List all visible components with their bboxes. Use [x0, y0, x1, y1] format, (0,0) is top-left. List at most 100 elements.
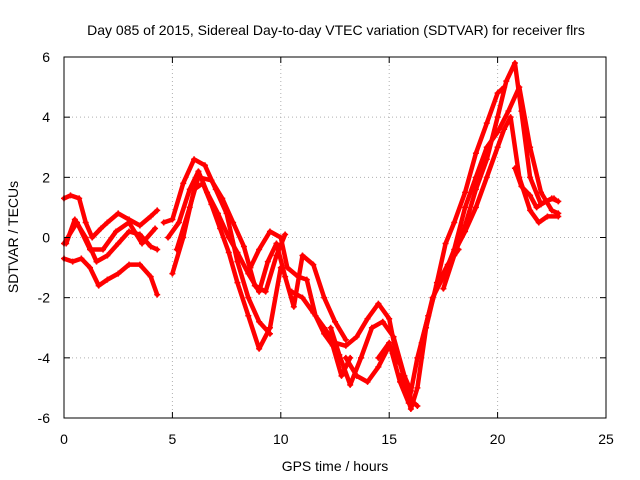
data-point-marker: [555, 213, 562, 220]
data-point-marker: [507, 114, 514, 121]
y-tick-label: -6: [38, 410, 51, 426]
data-point-marker: [327, 324, 334, 331]
data-point-marker: [234, 258, 241, 265]
data-point-marker: [104, 276, 111, 283]
data-point-marker: [71, 216, 78, 223]
data-point-marker: [418, 339, 425, 346]
data-point-marker: [397, 372, 404, 379]
data-point-marker: [503, 78, 510, 85]
data-point-marker: [69, 258, 76, 265]
data-point-marker: [273, 240, 280, 247]
data-point-marker: [169, 270, 176, 277]
data-point-marker: [82, 219, 89, 226]
y-tick-label: -2: [38, 290, 51, 306]
data-point-marker: [115, 240, 122, 247]
data-point-marker: [89, 234, 96, 241]
data-point-marker: [147, 273, 154, 280]
data-point-marker: [462, 228, 469, 235]
data-point-marker: [247, 264, 254, 271]
y-tick-label: 2: [42, 169, 50, 185]
data-point-marker: [154, 207, 161, 214]
data-point-marker: [113, 228, 120, 235]
data-point-marker: [364, 378, 371, 385]
data-point-marker: [256, 288, 263, 295]
data-point-marker: [160, 219, 167, 226]
data-point-marker: [364, 315, 371, 322]
data-point-marker: [379, 318, 386, 325]
data-point-marker: [240, 243, 247, 250]
data-point-marker: [462, 189, 469, 196]
x-tick-label: 5: [169, 431, 177, 447]
data-point-marker: [299, 252, 306, 259]
data-point-marker: [537, 189, 544, 196]
data-point-marker: [403, 390, 410, 397]
data-point-marker: [165, 234, 172, 241]
data-point-marker: [347, 381, 354, 388]
data-point-marker: [353, 372, 360, 379]
data-point-marker: [527, 174, 534, 181]
data-point-marker: [217, 225, 224, 232]
series-line: [61, 256, 160, 297]
data-point-marker: [483, 174, 490, 181]
chart-title: Day 085 of 2015, Sidereal Day-to-day VTE…: [87, 22, 585, 38]
data-point-marker: [169, 216, 176, 223]
series-18: [451, 114, 562, 256]
series-16: [418, 84, 562, 346]
data-point-marker: [173, 246, 180, 253]
data-point-marker: [342, 336, 349, 343]
data-point-marker: [414, 384, 421, 391]
data-point-marker: [518, 183, 525, 190]
data-point-marker: [266, 324, 273, 331]
x-tick-label: 10: [273, 431, 289, 447]
data-point-marker: [266, 228, 273, 235]
data-point-marker: [245, 312, 252, 319]
data-point-marker: [115, 270, 122, 277]
y-tick-label: 4: [42, 109, 50, 125]
data-point-marker: [201, 162, 208, 169]
data-point-marker: [277, 234, 284, 241]
data-point-marker: [288, 288, 295, 295]
data-point-marker: [126, 228, 133, 235]
data-point-marker: [533, 204, 540, 211]
data-point-marker: [535, 219, 542, 226]
data-point-marker: [451, 219, 458, 226]
data-point-marker: [342, 354, 349, 361]
data-point-marker: [518, 108, 525, 115]
data-point-marker: [147, 213, 154, 220]
data-point-marker: [342, 342, 349, 349]
data-point-marker: [390, 333, 397, 340]
data-point-marker: [397, 360, 404, 367]
series-8: [173, 174, 289, 295]
data-point-marker: [310, 309, 317, 316]
data-point-marker: [527, 207, 534, 214]
data-point-marker: [219, 195, 226, 202]
data-point-marker: [462, 204, 469, 211]
data-point-marker: [115, 210, 122, 217]
data-point-marker: [375, 363, 382, 370]
y-axis-label: SDTVAR / TECUs: [5, 181, 21, 293]
data-point-marker: [136, 222, 143, 229]
data-point-marker: [440, 285, 447, 292]
data-point-marker: [87, 264, 94, 271]
data-point-marker: [375, 300, 382, 307]
data-point-marker: [234, 279, 241, 286]
series-line: [441, 60, 561, 291]
data-point-marker: [74, 219, 81, 226]
data-point-marker: [225, 234, 232, 241]
data-point-marker: [321, 294, 328, 301]
x-axis-label: GPS time / hours: [282, 458, 389, 474]
series-line: [61, 220, 158, 252]
data-point-marker: [104, 252, 111, 259]
data-point-marker: [152, 225, 159, 232]
series-9: [247, 228, 354, 379]
data-point-marker: [262, 288, 269, 295]
series-19: [511, 165, 557, 211]
x-tick-label: 25: [598, 431, 614, 447]
data-point-marker: [191, 156, 198, 163]
data-point-marker: [154, 291, 161, 298]
data-point-marker: [550, 195, 557, 202]
data-point-marker: [136, 261, 143, 268]
data-point-marker: [505, 108, 512, 115]
data-point-marker: [175, 219, 182, 226]
